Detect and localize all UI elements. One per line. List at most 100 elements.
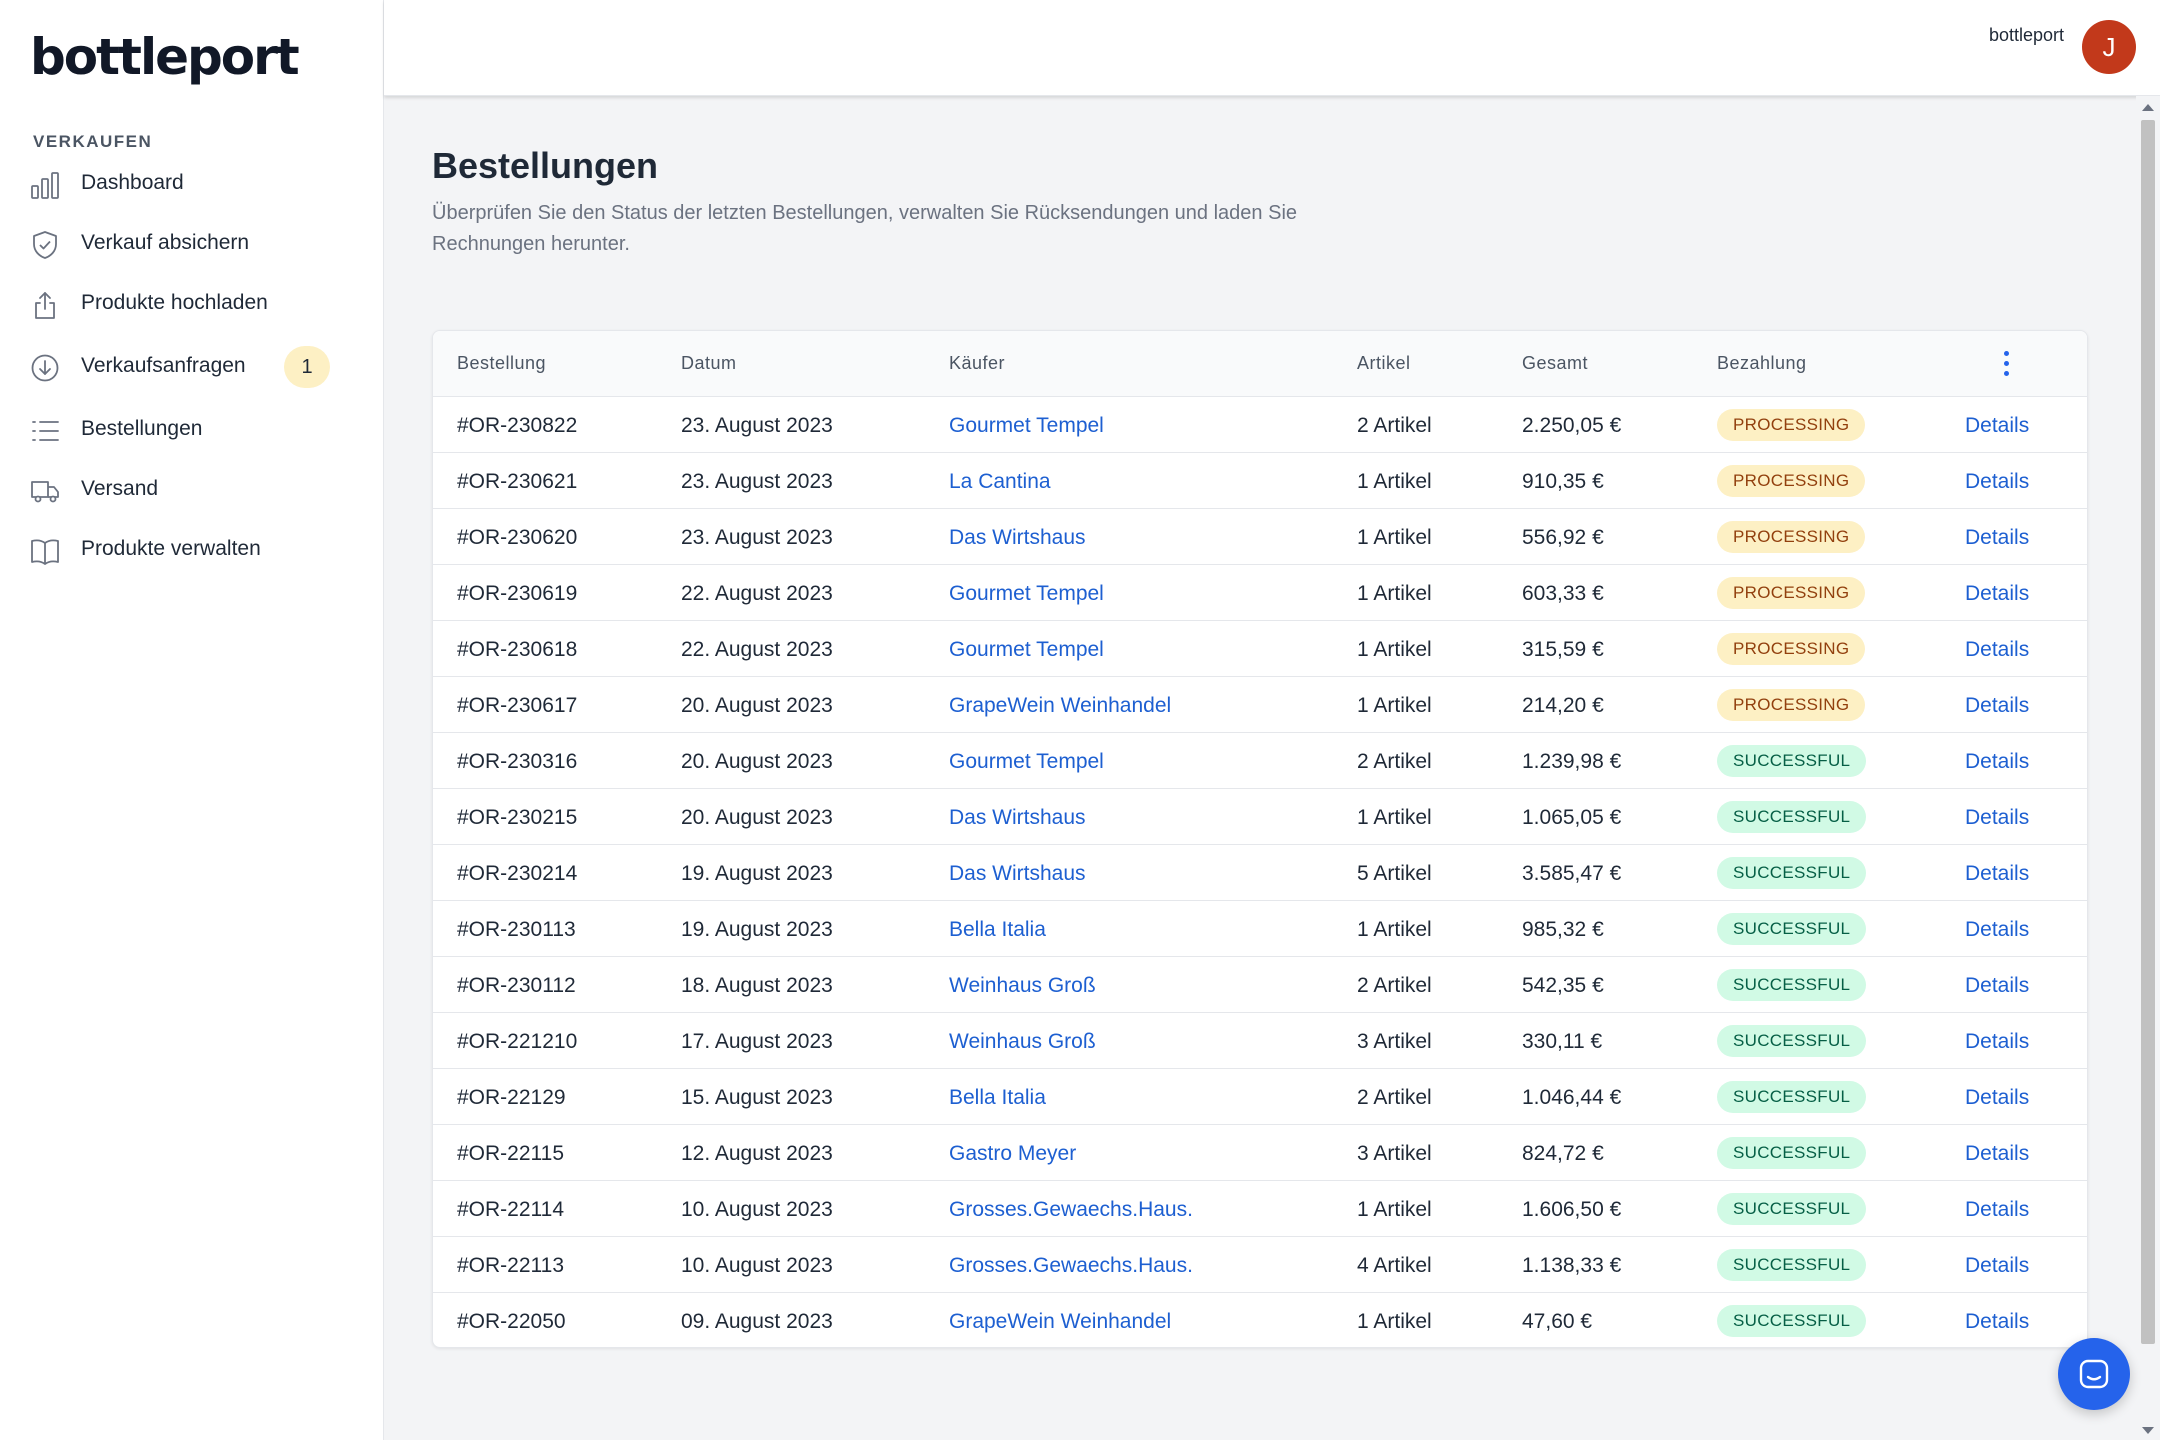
table-row: #OR-230619 22. August 2023 Gourmet Tempel 1… — [433, 565, 2087, 621]
account-name[interactable]: bottleport — [1988, 25, 2064, 45]
cell-order: #OR-230620 — [457, 526, 578, 549]
cell-order: #OR-230617 — [457, 694, 578, 717]
buyer-link[interactable]: Bella Italia — [949, 918, 1046, 941]
buyer-link[interactable]: Das Wirtshaus — [949, 526, 1086, 549]
sidebar: bottleport VERKAUFEN Dashboard Verkauf a… — [0, 0, 384, 1440]
scrollbar[interactable] — [2136, 96, 2160, 1440]
buyer-link[interactable]: Gourmet Tempel — [949, 582, 1104, 605]
cell-order: #OR-230619 — [457, 582, 578, 605]
buyer-link[interactable]: Gastro Meyer — [949, 1142, 1077, 1165]
cell-items: 1 Artikel — [1357, 470, 1432, 493]
cell-items: 1 Artikel — [1357, 638, 1432, 661]
more-options-icon[interactable] — [2000, 351, 2012, 379]
scroll-up-arrow-icon[interactable] — [2142, 104, 2154, 111]
details-link[interactable]: Details — [1965, 918, 2030, 941]
table-row: #OR-230822 23. August 2023 Gourmet Tempel 2… — [433, 397, 2087, 453]
table-row: #OR-22114 10. August 2023 Grosses.Gewaechs… — [433, 1181, 2087, 1237]
buyer-link[interactable]: GrapeWein Weinhandel — [949, 1310, 1172, 1333]
cell-total: 985,32 € — [1522, 918, 1604, 941]
book-icon — [29, 535, 61, 567]
avatar[interactable]: J — [2082, 20, 2136, 74]
cell-date: 20. August 2023 — [681, 750, 833, 773]
status-badge: SUCCESSFUL — [1717, 1137, 1867, 1169]
cell-order: #OR-22114 — [457, 1198, 565, 1221]
sidebar-item-dashboard[interactable]: Dashboard — [0, 159, 384, 209]
cell-order: #OR-230113 — [457, 918, 576, 941]
status-badge: SUCCESSFUL — [1717, 801, 1867, 833]
table-row: #OR-22050 09. August 2023 GrapeWein Weinha… — [433, 1293, 2087, 1347]
details-link[interactable]: Details — [1965, 638, 2030, 661]
cell-total: 542,35 € — [1522, 974, 1604, 997]
buyer-link[interactable]: Gourmet Tempel — [949, 414, 1104, 437]
status-badge: PROCESSING — [1717, 409, 1866, 441]
cell-order: #OR-230112 — [457, 974, 576, 997]
buyer-link[interactable]: Grosses.Gewaechs.Haus. — [949, 1198, 1193, 1221]
buyer-link[interactable]: Gourmet Tempel — [949, 638, 1104, 661]
details-link[interactable]: Details — [1965, 1254, 2030, 1277]
sidebar-item-verkaufsanfragen[interactable]: Verkaufsanfragen 1 — [0, 342, 384, 392]
cell-items: 1 Artikel — [1357, 918, 1432, 941]
cell-date: 20. August 2023 — [681, 806, 833, 829]
page-description: Überprüfen Sie den Status der letzten Be… — [432, 202, 1298, 255]
page-title: Bestellungen — [432, 145, 659, 186]
details-link[interactable]: Details — [1965, 1086, 2030, 1109]
cell-date: 23. August 2023 — [681, 470, 833, 493]
cell-order: #OR-22113 — [457, 1254, 565, 1277]
table-row: #OR-22115 12. August 2023 Gastro Meyer 3 Ar… — [433, 1125, 2087, 1181]
scroll-down-arrow-icon[interactable] — [2142, 1427, 2154, 1434]
details-link[interactable]: Details — [1965, 526, 2030, 549]
details-link[interactable]: Details — [1965, 1310, 2030, 1333]
cell-date: 15. August 2023 — [681, 1086, 833, 1109]
table-row: #OR-22129 15. August 2023 Bella Italia 2 Ar… — [433, 1069, 2087, 1125]
buyer-link[interactable]: Das Wirtshaus — [949, 806, 1086, 829]
status-badge: SUCCESSFUL — [1717, 1249, 1867, 1281]
details-link[interactable]: Details — [1965, 414, 2030, 437]
sidebar-item-verkauf-absichern[interactable]: Verkauf absichern — [0, 219, 384, 269]
table-row: #OR-230617 20. August 2023 GrapeWein Weinh… — [433, 677, 2087, 733]
truck-icon — [29, 475, 61, 507]
cell-total: 2.250,05 € — [1522, 414, 1622, 437]
details-link[interactable]: Details — [1965, 1142, 2030, 1165]
cell-items: 1 Artikel — [1357, 526, 1432, 549]
cell-items: 2 Artikel — [1357, 974, 1432, 997]
buyer-link[interactable]: Gourmet Tempel — [949, 750, 1104, 773]
upload-icon — [29, 289, 61, 321]
sidebar-item-produkte-hochladen[interactable]: Produkte hochladen — [0, 279, 384, 329]
details-link[interactable]: Details — [1965, 694, 2030, 717]
details-link[interactable]: Details — [1965, 806, 2030, 829]
sidebar-item-bestellungen[interactable]: Bestellungen — [0, 405, 384, 455]
buyer-link[interactable]: Bella Italia — [949, 1086, 1046, 1109]
scrollbar-thumb[interactable] — [2141, 120, 2155, 1344]
details-link[interactable]: Details — [1965, 582, 2030, 605]
column-header-payment: Bezahlung — [1717, 353, 1807, 373]
table-row: #OR-221210 17. August 2023 Weinhaus Groß 3 … — [433, 1013, 2087, 1069]
buyer-link[interactable]: Weinhaus Groß — [949, 1030, 1096, 1053]
table-row: #OR-230620 23. August 2023 Das Wirtshaus 1 … — [433, 509, 2087, 565]
table-row: #OR-22113 10. August 2023 Grosses.Gewaechs… — [433, 1237, 2087, 1293]
buyer-link[interactable]: Das Wirtshaus — [949, 862, 1086, 885]
details-link[interactable]: Details — [1965, 750, 2030, 773]
details-link[interactable]: Details — [1965, 1030, 2030, 1053]
sidebar-item-label: Dashboard — [81, 171, 184, 194]
cell-date: 10. August 2023 — [681, 1254, 833, 1277]
sidebar-item-versand[interactable]: Versand — [0, 465, 384, 515]
sidebar-item-produkte-verwalten[interactable]: Produkte verwalten — [0, 525, 384, 575]
sidebar-item-label: Produkte hochladen — [81, 291, 268, 314]
cell-order: #OR-221210 — [457, 1030, 578, 1053]
buyer-link[interactable]: La Cantina — [949, 470, 1051, 493]
buyer-link[interactable]: Grosses.Gewaechs.Haus. — [949, 1254, 1193, 1277]
cell-date: 22. August 2023 — [681, 638, 833, 661]
status-badge: SUCCESSFUL — [1717, 1193, 1867, 1225]
buyer-link[interactable]: GrapeWein Weinhandel — [949, 694, 1172, 717]
chat-launcher-button[interactable] — [2058, 1338, 2130, 1410]
cell-total: 1.606,50 € — [1522, 1198, 1622, 1221]
details-link[interactable]: Details — [1965, 1198, 2030, 1221]
buyer-link[interactable]: Weinhaus Groß — [949, 974, 1096, 997]
logo[interactable]: bottleport — [30, 28, 300, 86]
cell-date: 09. August 2023 — [681, 1310, 833, 1333]
details-link[interactable]: Details — [1965, 974, 2030, 997]
cell-total: 603,33 € — [1522, 582, 1604, 605]
sidebar-item-label: Verkauf absichern — [81, 231, 250, 254]
details-link[interactable]: Details — [1965, 862, 2030, 885]
details-link[interactable]: Details — [1965, 470, 2030, 493]
